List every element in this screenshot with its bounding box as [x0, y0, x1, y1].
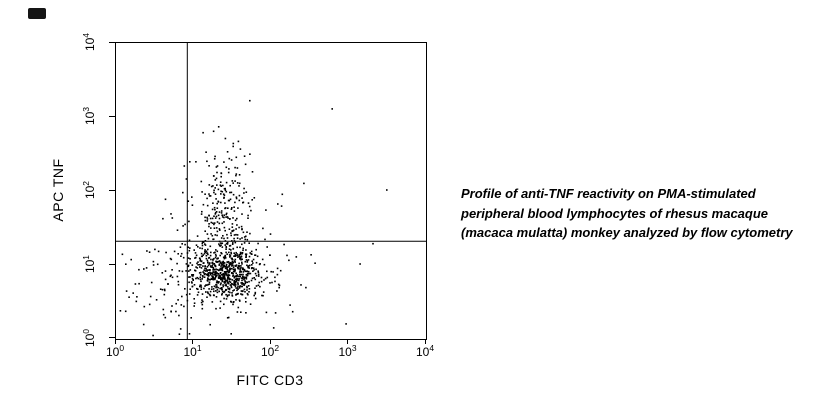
x-axis-label: FITC CD3	[236, 372, 304, 388]
figure-caption: Profile of anti-TNF reactivity on PMA-st…	[461, 184, 811, 243]
x-tick-label: 101	[183, 343, 202, 359]
x-tickmark	[347, 339, 348, 344]
x-tick-label: 102	[260, 343, 280, 359]
y-tick-label: 101	[81, 254, 97, 274]
plot-area	[115, 42, 427, 340]
x-tick-label: 100	[105, 343, 125, 359]
x-tick-label: 104	[415, 343, 435, 359]
y-tick-label: 102	[81, 180, 97, 200]
dot-plot-canvas	[116, 43, 426, 339]
caption-line: Profile of anti-TNF reactivity on PMA-st…	[461, 186, 756, 201]
x-tickmark	[270, 339, 271, 344]
x-tickmark	[192, 339, 193, 344]
scatter-points	[119, 99, 388, 337]
y-tickmark	[109, 42, 115, 43]
y-tickmark	[109, 264, 115, 265]
y-tick-label: 100	[81, 328, 97, 348]
y-tickmark	[109, 337, 115, 338]
y-axis-label: APC TNF	[50, 158, 66, 222]
caption-line: (macaca mulatta) monkey analyzed by flow…	[461, 225, 793, 240]
x-tick-label: 103	[338, 343, 357, 359]
caption-line: peripheral blood lymphocytes of rhesus m…	[461, 205, 769, 221]
y-tickmark	[109, 116, 115, 117]
y-tick-label: 103	[81, 106, 97, 126]
y-tickmark	[109, 190, 115, 191]
x-tickmark	[425, 339, 426, 344]
y-tick-label: 104	[81, 32, 97, 52]
corner-mark	[28, 8, 46, 19]
x-tickmark	[115, 339, 116, 344]
